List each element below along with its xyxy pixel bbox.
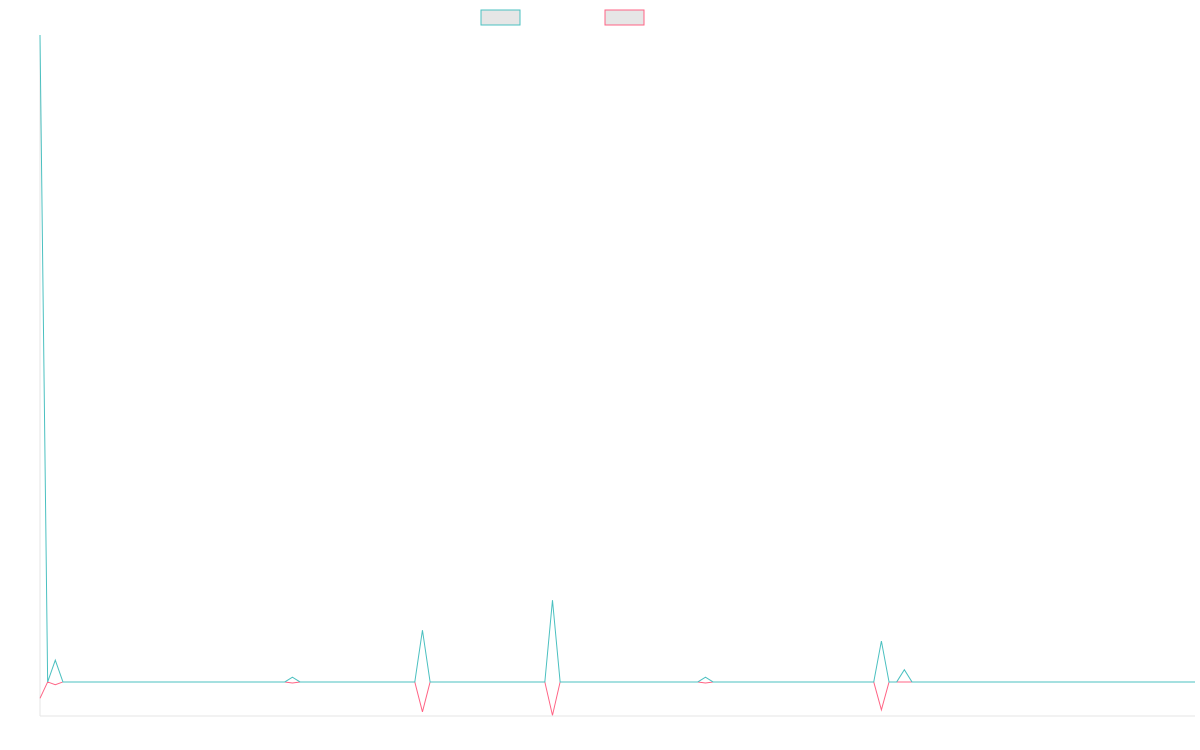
series-line (39, 681, 1195, 716)
legend-swatch (604, 9, 645, 26)
series-line (39, 34, 1195, 683)
legend-swatch (480, 9, 521, 26)
